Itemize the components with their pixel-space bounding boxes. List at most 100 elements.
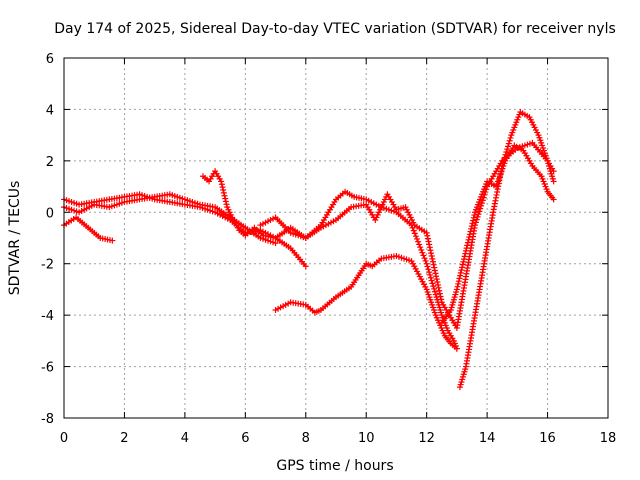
data-point-marker — [219, 184, 226, 191]
series-s8 — [456, 109, 557, 391]
y-tick-label: -4 — [41, 309, 54, 324]
data-point-marker — [437, 293, 444, 300]
data-point-marker — [457, 272, 464, 279]
data-point-marker — [457, 269, 464, 276]
data-point-marker — [434, 279, 441, 286]
data-point-marker — [221, 192, 228, 199]
data-point-marker — [424, 232, 431, 239]
data-point-marker — [272, 240, 279, 247]
data-point-marker — [469, 220, 476, 227]
y-tick-label: 2 — [46, 155, 54, 170]
data-point-marker — [428, 253, 435, 259]
data-point-marker — [464, 242, 471, 249]
y-tick-label: 0 — [46, 206, 54, 221]
x-tick-label: 18 — [600, 431, 617, 446]
data-point-marker — [426, 244, 433, 251]
data-point-marker — [458, 267, 465, 274]
data-point-marker — [476, 208, 483, 215]
data-point-marker — [410, 227, 417, 234]
data-point-marker — [471, 212, 478, 219]
data-point-marker — [459, 261, 466, 268]
x-tick-label: 6 — [241, 431, 249, 446]
data-point-marker — [429, 255, 436, 262]
data-point-marker — [430, 261, 437, 268]
y-tick-label: 6 — [46, 52, 54, 67]
series-s7 — [272, 253, 460, 352]
data-point-marker — [428, 250, 435, 257]
series-group — [61, 109, 557, 391]
data-point-marker — [466, 234, 473, 241]
data-point-marker — [479, 197, 486, 204]
data-point-marker — [428, 277, 435, 284]
data-point-marker — [550, 178, 557, 185]
axes: 0 2 4 6 8 10 12 14 16 18 -8 -6 -4 -2 0 2 4 6 — [41, 52, 616, 446]
data-point-marker — [468, 225, 475, 232]
data-point-marker — [462, 247, 469, 254]
data-point-marker — [424, 235, 431, 242]
data-point-marker — [109, 237, 116, 244]
data-point-marker — [426, 269, 433, 276]
data-point-marker — [462, 250, 469, 257]
x-tick-label: 10 — [358, 431, 375, 446]
data-point-marker — [423, 229, 430, 236]
x-tick-label: 16 — [539, 431, 556, 446]
data-point-marker — [466, 231, 473, 238]
data-point-marker — [453, 345, 460, 352]
data-point-marker — [455, 280, 462, 287]
grid-lines — [64, 58, 608, 418]
data-point-marker — [302, 263, 309, 270]
data-point-marker — [467, 228, 474, 235]
data-point-marker — [438, 296, 445, 303]
data-point-marker — [431, 267, 438, 274]
x-tick-label: 8 — [302, 431, 310, 446]
data-point-marker — [411, 230, 418, 237]
data-point-marker — [456, 275, 463, 282]
data-point-marker — [427, 274, 434, 281]
data-point-marker — [432, 270, 439, 277]
data-point-marker — [478, 200, 485, 207]
data-point-marker — [475, 211, 482, 218]
data-point-marker — [420, 252, 427, 259]
series-s5 — [257, 188, 460, 352]
y-tick-label: -2 — [41, 258, 54, 273]
series-trace — [260, 191, 458, 349]
data-point-marker — [431, 285, 438, 292]
series-s9 — [438, 142, 557, 326]
data-point-marker — [454, 283, 461, 290]
data-point-marker — [412, 233, 419, 240]
data-point-marker — [477, 205, 484, 212]
data-point-marker — [431, 264, 438, 271]
data-point-marker — [218, 178, 225, 185]
data-point-marker — [478, 202, 485, 209]
data-point-marker — [218, 181, 225, 188]
data-point-marker — [473, 216, 480, 223]
x-tick-label: 14 — [479, 431, 496, 446]
data-point-marker — [413, 235, 420, 242]
y-tick-label: -8 — [41, 412, 54, 427]
data-point-marker — [455, 278, 462, 285]
data-point-marker — [461, 256, 468, 263]
series-s2 — [61, 214, 116, 244]
data-point-marker — [436, 287, 443, 294]
data-point-marker — [222, 198, 229, 205]
series-s4 — [200, 168, 309, 241]
data-point-marker — [460, 258, 467, 265]
data-point-marker — [424, 263, 431, 270]
data-point-marker — [426, 241, 433, 248]
data-point-marker — [427, 247, 434, 254]
x-tick-label: 0 — [60, 431, 68, 446]
y-tick-label: 4 — [46, 103, 54, 118]
data-point-marker — [435, 284, 442, 291]
plot-frame — [63, 57, 609, 419]
data-point-marker — [419, 249, 426, 256]
data-point-marker — [506, 137, 513, 144]
data-point-marker — [453, 286, 460, 293]
chart-title: Day 174 of 2025, Sidereal Day-to-day VTE… — [54, 21, 616, 37]
data-point-marker — [422, 257, 429, 264]
data-point-marker — [459, 264, 466, 271]
data-point-marker — [502, 151, 509, 158]
data-point-marker — [505, 140, 512, 147]
data-point-marker — [421, 255, 428, 262]
data-point-marker — [417, 244, 424, 251]
